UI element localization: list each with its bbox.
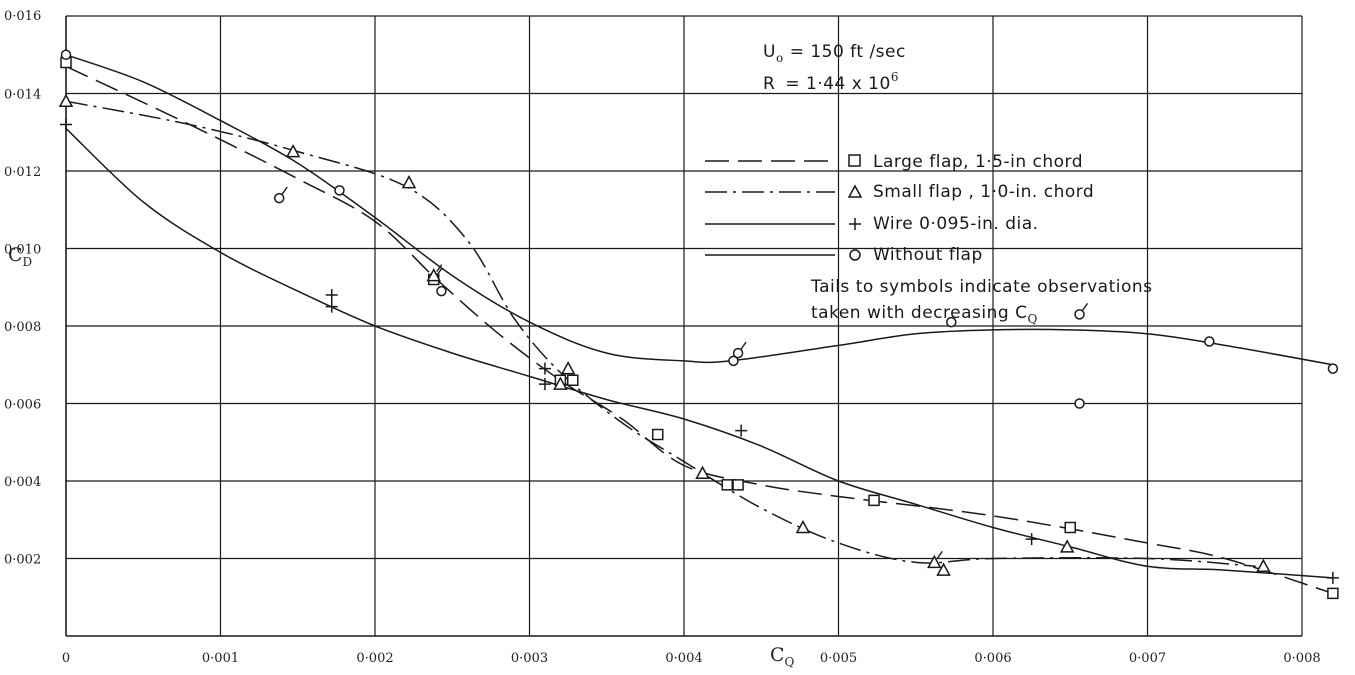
x-axis-label: CQ bbox=[770, 644, 795, 669]
velocity-annotation: Uo = 150 ft /sec bbox=[763, 42, 906, 65]
triangle-data-point bbox=[285, 144, 301, 158]
circle-data-point bbox=[60, 49, 72, 60]
reynolds-annotation: R = 1·44 x 106 bbox=[763, 70, 899, 94]
y-tick-label: 0·006 bbox=[4, 398, 41, 413]
x-tick-label: 0·006 bbox=[974, 651, 1011, 666]
circle-data-point bbox=[1074, 309, 1085, 320]
series-markers bbox=[58, 49, 1339, 600]
circle-data-point bbox=[946, 316, 957, 328]
square-data-point bbox=[567, 374, 579, 386]
legend-circle-marker bbox=[849, 249, 861, 261]
circle-data-point bbox=[732, 347, 744, 359]
square-data-point bbox=[721, 479, 734, 491]
tail-mark bbox=[936, 550, 943, 559]
series-line-circle bbox=[65, 54, 1334, 366]
y-tick-label: 0·016 bbox=[4, 9, 41, 24]
triangle-data-point bbox=[936, 562, 951, 576]
series-curves bbox=[65, 54, 1334, 595]
y-tick-label: 0·010 bbox=[4, 243, 41, 258]
x-tick-label: 0·008 bbox=[1283, 651, 1320, 666]
square-data-point bbox=[1327, 587, 1339, 600]
plus-data-point bbox=[60, 118, 72, 131]
legend-entry-without-flap: Without flap bbox=[705, 245, 983, 265]
y-tick-label: 0·008 bbox=[4, 320, 41, 335]
plus-data-point bbox=[1025, 533, 1038, 546]
y-tick-label: 0·002 bbox=[4, 553, 41, 568]
grid-lines bbox=[66, 16, 1303, 636]
tail-mark bbox=[1081, 302, 1089, 311]
triangle-data-point bbox=[426, 268, 441, 282]
legend-label-without-flap: Without flap bbox=[873, 245, 983, 265]
legend-label-wire: Wire 0·095-in. dia. bbox=[873, 214, 1039, 234]
triangle-data-point bbox=[553, 376, 568, 390]
legend: Large flap, 1·5-in chord Small flap , 1·… bbox=[705, 152, 1094, 265]
tail-mark bbox=[740, 341, 747, 350]
legend-plus-marker bbox=[849, 218, 861, 230]
triangle-data-point bbox=[695, 465, 710, 479]
square-data-point bbox=[1064, 521, 1076, 534]
series-line-triangle bbox=[65, 100, 1256, 568]
x-tick-label: 0 bbox=[62, 651, 70, 666]
x-tick-label: 0·005 bbox=[820, 651, 857, 666]
square-data-point bbox=[732, 479, 744, 491]
circle-data-point bbox=[436, 285, 447, 297]
y-tick-label: 0·014 bbox=[4, 88, 41, 103]
tail-mark bbox=[436, 264, 443, 273]
tails-note-line1: Tails to symbols indicate observations bbox=[810, 277, 1153, 297]
plus-data-point bbox=[325, 289, 338, 301]
x-tick-label: 0·002 bbox=[356, 651, 393, 666]
legend-entry-large-flap: Large flap, 1·5-in chord bbox=[705, 152, 1083, 172]
series-line-plus bbox=[65, 127, 1333, 579]
legend-square-marker bbox=[848, 154, 861, 167]
square-data-point bbox=[651, 428, 664, 441]
circle-data-point bbox=[1327, 363, 1339, 374]
plus-data-point bbox=[538, 378, 551, 391]
y-tick-label: 0·004 bbox=[4, 475, 41, 490]
plus-data-point bbox=[538, 362, 551, 375]
y-axis-label: CD bbox=[8, 244, 32, 269]
tails-note-line2: taken with decreasing CQ bbox=[811, 303, 1038, 326]
circle-data-point bbox=[728, 355, 739, 367]
x-tick-label: 0·001 bbox=[202, 651, 239, 666]
triangle-data-point bbox=[1059, 539, 1075, 553]
circle-data-point bbox=[1204, 336, 1215, 347]
plus-data-point bbox=[325, 300, 338, 313]
legend-label-small-flap: Small flap , 1·0-in. chord bbox=[873, 182, 1094, 202]
series-line-square bbox=[65, 65, 1334, 595]
y-tick-label: 0·012 bbox=[4, 165, 41, 180]
circle-data-point bbox=[334, 185, 345, 196]
square-data-point bbox=[868, 494, 880, 507]
triangle-data-point bbox=[58, 93, 74, 107]
tail-mark bbox=[436, 268, 443, 276]
legend-label-large-flap: Large flap, 1·5-in chord bbox=[873, 152, 1083, 172]
triangle-data-point bbox=[401, 175, 417, 189]
x-tick-label: 0·003 bbox=[511, 651, 548, 666]
triangle-data-point bbox=[927, 554, 942, 569]
legend-entry-small-flap: Small flap , 1·0-in. chord bbox=[705, 182, 1094, 202]
triangle-data-point bbox=[1256, 558, 1271, 572]
tail-mark bbox=[281, 186, 288, 195]
legend-triangle-marker bbox=[847, 184, 863, 198]
circle-data-point bbox=[1074, 398, 1085, 409]
x-tick-label: 0·007 bbox=[1129, 651, 1166, 666]
plus-data-point bbox=[735, 424, 748, 437]
x-tick-label: 0·004 bbox=[665, 651, 702, 666]
legend-entry-wire: Wire 0·095-in. dia. bbox=[705, 214, 1039, 234]
plus-data-point bbox=[1326, 571, 1339, 584]
circle-data-point bbox=[273, 192, 285, 204]
tick-labels: 0 0·001 0·002 0·003 0·004 0·005 0·006 0·007 0·00… bbox=[4, 9, 1321, 666]
triangle-data-point bbox=[560, 361, 576, 375]
triangle-data-point bbox=[795, 519, 811, 534]
